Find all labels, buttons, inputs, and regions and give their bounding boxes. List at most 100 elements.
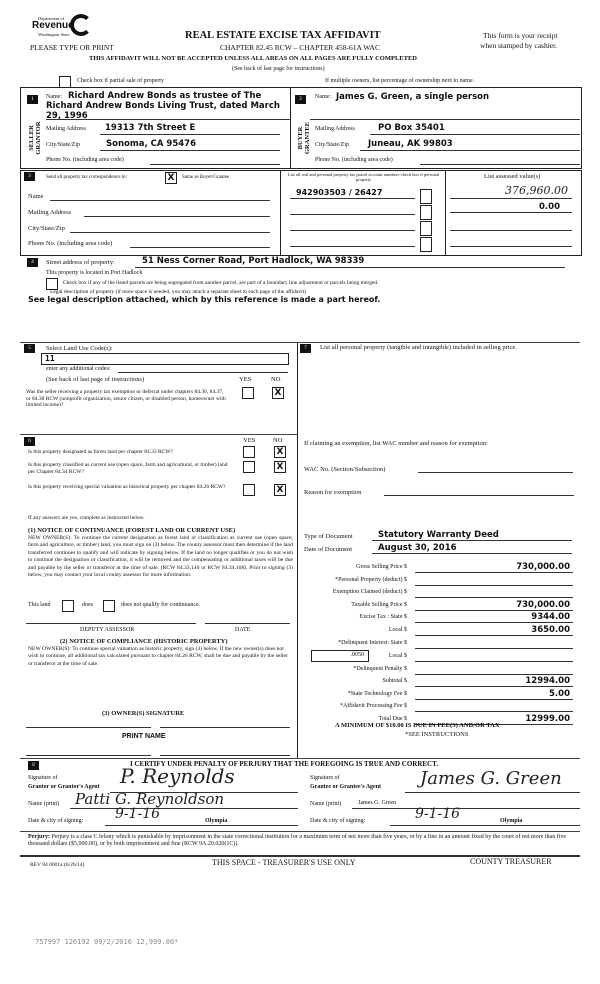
see-instructions: *SEE INSTRUCTIONS [405, 731, 469, 738]
local-rate: .0050 [350, 652, 365, 658]
grantee-signature-field[interactable]: James G. Green [420, 768, 562, 789]
mailing-address-label: Mailing Address [28, 209, 72, 216]
calc-label: *State Technology Fee $ [347, 690, 407, 697]
calc-value-field[interactable]: 12999.00 [525, 714, 570, 724]
property-address-field[interactable]: 51 Ness Corner Road, Port Hadlock, WA 98… [142, 256, 365, 266]
send-correspondence-label: Send all property tax correspondence to: [46, 175, 127, 180]
current-use-question: Is this property classified as current u… [28, 462, 228, 475]
no-checkbox[interactable]: X [274, 446, 286, 458]
land-use-code-field[interactable]: 11 [41, 353, 289, 365]
print-name-field[interactable] [26, 755, 151, 756]
section-number: 1 [27, 95, 38, 104]
grantee-name-field[interactable]: James G. Green [358, 800, 397, 806]
wac-field[interactable] [418, 472, 573, 473]
same-as-buyer-checkbox[interactable]: X [165, 172, 177, 184]
buyer-mailing-address-field[interactable]: PO Box 35401 [378, 123, 445, 133]
print-name-label: PRINT NAME [122, 733, 166, 740]
logo-text: Department of [38, 16, 65, 21]
local-rate-field[interactable]: .0050 [311, 650, 369, 662]
name-label: Name [28, 193, 44, 200]
grantor-name-field[interactable]: Patti G. Reynoldson [75, 790, 225, 808]
buyer-city-field[interactable]: Juneau, AK 99803 [368, 139, 453, 149]
personal-property-checkbox[interactable] [420, 189, 432, 204]
grantor-signature-field[interactable]: P. Reynolds [120, 764, 235, 788]
correspondence-name-field[interactable] [50, 200, 270, 201]
seller-phone-field[interactable] [150, 164, 280, 165]
correspondence-phone-field[interactable] [130, 247, 270, 248]
owner-signature-field[interactable] [160, 727, 290, 728]
yes-checkbox[interactable] [242, 387, 254, 399]
no-checkbox[interactable]: X [274, 461, 286, 473]
assessed-value-field[interactable]: 0.00 [539, 202, 560, 212]
logo-swoosh-icon [70, 14, 92, 36]
grantee-date-field[interactable]: 9-1-16 [415, 806, 461, 822]
phone-label: Phone No. (including area code) [46, 157, 124, 163]
does-qualify-checkbox[interactable] [62, 600, 74, 612]
personal-property-checkbox[interactable] [420, 237, 432, 252]
reason-field[interactable] [384, 495, 574, 496]
calc-label: Gross Selling Price $ [356, 564, 407, 570]
perjury-notice: Perjury: Perjury is a class C felony whi… [28, 834, 580, 848]
calc-value-field[interactable]: 730,000.00 [516, 599, 570, 610]
land-use-label: Select Land Use Code(s): [46, 345, 113, 352]
signature-of-label: Signature of [310, 775, 340, 781]
seller-mailing-address-field[interactable]: 19313 7th Street E [105, 123, 196, 133]
print-name-field[interactable] [160, 755, 290, 756]
assessed-value-field[interactable]: 376,960.00 [505, 184, 568, 197]
segregated-checkbox[interactable] [46, 278, 58, 290]
calc-value-field[interactable]: 3650.00 [531, 625, 570, 635]
date-label: DATE [235, 627, 251, 633]
does-not-qualify-checkbox[interactable] [103, 600, 115, 612]
calc-value-field[interactable]: 12994.00 [525, 676, 570, 687]
section-number: 4 [27, 258, 38, 267]
yes-header: YES [243, 437, 256, 444]
mailing-address-label: Mailing Address [315, 126, 355, 132]
treasurer-space-label: THIS SPACE - TREASURER'S USE ONLY [212, 858, 356, 867]
seller-city-field[interactable]: Sonoma, CA 95476 [106, 139, 196, 149]
document-type-field[interactable]: Statutory Warranty Deed [378, 530, 499, 540]
grantor-date-field[interactable]: 9-1-16 [115, 806, 161, 822]
owner-signature-field[interactable] [26, 727, 151, 728]
segregated-label: Check box if any of the listed parcels a… [63, 280, 379, 286]
buyer-phone-field[interactable] [420, 164, 580, 165]
document-date-field[interactable]: August 30, 2016 [378, 543, 457, 553]
correspondence-city-field[interactable] [70, 232, 270, 233]
warning-text: THIS AFFIDAVIT WILL NOT BE ACCEPTED UNLE… [89, 55, 417, 62]
perjury-text: Perjury is a class C felony which is pun… [28, 834, 567, 848]
no-checkbox[interactable]: X [272, 387, 284, 399]
form-revision: REV 84 0001a (6/26/14) [30, 862, 85, 868]
seller-name-field[interactable]: Richard Andrew Bonds as trustee of The R… [46, 91, 280, 119]
no-header: NO [273, 437, 283, 444]
same-as-buyer-label: Same as Buyer/Grantee [182, 175, 230, 180]
calc-label: *Delinquent Penalty $ [353, 665, 407, 672]
grantee-city-field[interactable]: Olympia [500, 818, 523, 824]
calc-value-field[interactable]: 5.00 [549, 688, 570, 699]
calc-label: Taxable Selling Price $ [351, 601, 407, 608]
calc-value-field[interactable]: 9344.00 [531, 612, 570, 623]
grantee-agent-label: Grantee or Grantee's Agent [310, 784, 382, 790]
yes-checkbox[interactable] [243, 461, 255, 473]
personal-property-checkbox[interactable] [420, 221, 432, 236]
parcel-number-field[interactable]: 942903503 / 26427 [296, 188, 383, 197]
additional-codes-field[interactable] [118, 372, 288, 373]
calc-label: Exemption Claimed (deduct) $ [332, 589, 407, 596]
section-number: 8 [28, 761, 39, 770]
deputy-assessor-label: DEPUTY ASSESSOR [80, 627, 135, 633]
calc-label: Local $ [388, 653, 407, 659]
type-or-print: PLEASE TYPE OR PRINT [30, 43, 114, 52]
calc-label: Subtotal $ [382, 678, 407, 685]
name-label: Name: [46, 94, 62, 100]
no-checkbox[interactable]: X [274, 484, 286, 496]
city-label: City/State/Zip [315, 142, 349, 148]
personal-property-checkbox[interactable] [420, 205, 432, 220]
reason-label: Reason for exemption [304, 489, 362, 496]
calc-value-field[interactable]: 730,000.00 [516, 562, 570, 572]
yes-checkbox[interactable] [243, 484, 255, 496]
legal-description-field[interactable]: See legal description attached, which by… [28, 295, 381, 304]
yes-checkbox[interactable] [243, 446, 255, 458]
logo-text: Revenue [32, 20, 74, 31]
grantor-city-field[interactable]: Olympia [205, 818, 228, 824]
buyer-name-field[interactable]: James G. Green, a single person [336, 92, 490, 102]
section-number: 6 [24, 437, 35, 446]
correspondence-address-field[interactable] [84, 216, 270, 217]
